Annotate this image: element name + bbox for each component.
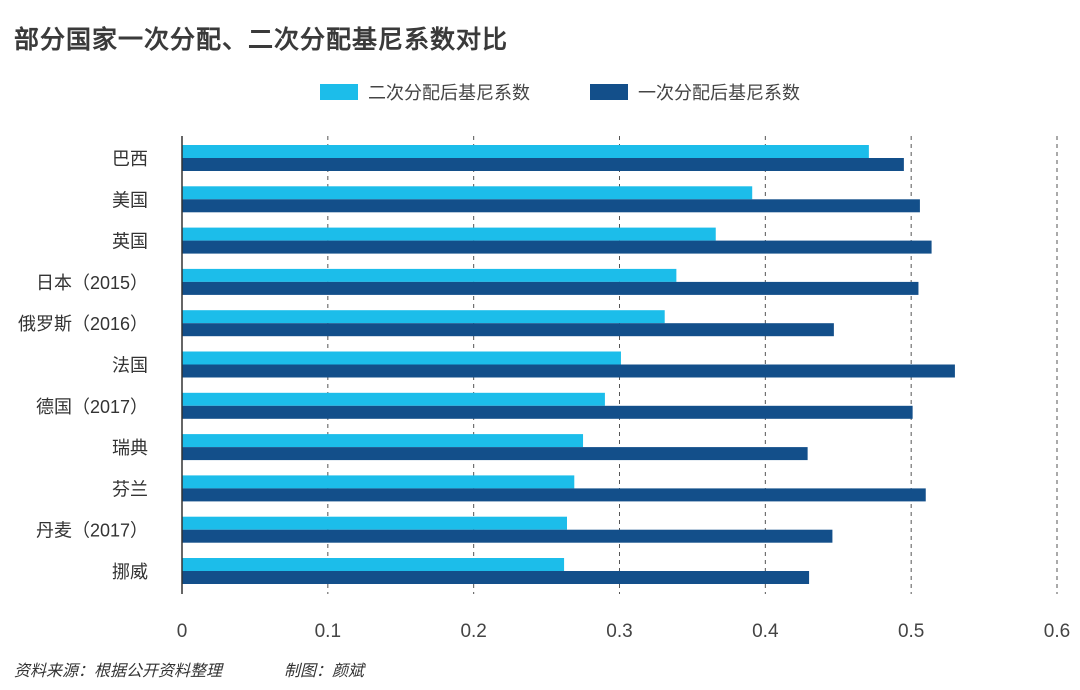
legend-swatch-primary [590,84,628,100]
bar-secondary-2 [182,227,716,241]
category-label-6: 德国（2017） [36,397,148,417]
bar-primary-4 [182,323,834,337]
bar-secondary-10 [182,558,565,571]
category-label-3: 日本（2015） [36,273,148,293]
bar-secondary-5 [182,351,621,365]
x-tick-label-3: 0.3 [606,621,632,642]
x-tick-label-5: 0.5 [898,621,924,642]
x-tick-label-6: 0.6 [1044,621,1070,642]
source-note: 资料来源：根据公开资料整理 [14,663,223,680]
legend-label-secondary: 二次分配后基尼系数 [368,83,530,103]
legend-swatch-secondary [320,84,358,100]
bar-primary-10 [182,571,810,584]
legend: 二次分配后基尼系数 一次分配后基尼系数 [320,80,860,104]
bar-primary-8 [182,488,926,502]
bar-primary-6 [182,405,913,419]
bar-secondary-4 [182,310,665,324]
category-label-5: 法国 [112,356,148,376]
legend-item-secondary: 二次分配后基尼系数 [320,79,530,105]
x-tick-label-2: 0.2 [460,621,486,642]
bar-primary-0 [182,158,904,171]
bar-secondary-7 [182,434,584,448]
bar-primary-5 [182,364,955,378]
legend-label-primary: 一次分配后基尼系数 [638,83,800,103]
bar-secondary-8 [182,475,575,489]
bar-primary-3 [182,281,919,295]
credit-note: 制图：颜斌 [284,663,365,680]
bar-secondary-1 [182,186,753,200]
category-label-2: 英国 [112,232,148,252]
bar-secondary-6 [182,392,605,406]
category-label-1: 美国 [112,190,148,210]
x-tick-label-0: 0 [177,621,188,642]
bar-primary-1 [182,199,920,213]
category-label-4: 俄罗斯（2016） [18,314,148,334]
bar-secondary-0 [182,145,869,158]
chart-title: 部分国家一次分配、二次分配基尼系数对比 [14,26,509,54]
category-label-7: 瑞典 [112,438,148,458]
x-tick-label-4: 0.4 [752,621,779,642]
x-tick-label-1: 0.1 [315,621,341,642]
category-label-10: 挪威 [112,562,148,582]
legend-item-primary: 一次分配后基尼系数 [590,79,800,105]
bar-primary-7 [182,447,808,461]
bar-primary-2 [182,240,932,254]
category-label-8: 芬兰 [112,479,148,499]
category-label-0: 巴西 [112,149,148,169]
category-label-9: 丹麦（2017） [36,521,148,541]
bar-secondary-3 [182,268,677,282]
bar-secondary-9 [182,516,567,530]
bar-primary-9 [182,529,833,543]
